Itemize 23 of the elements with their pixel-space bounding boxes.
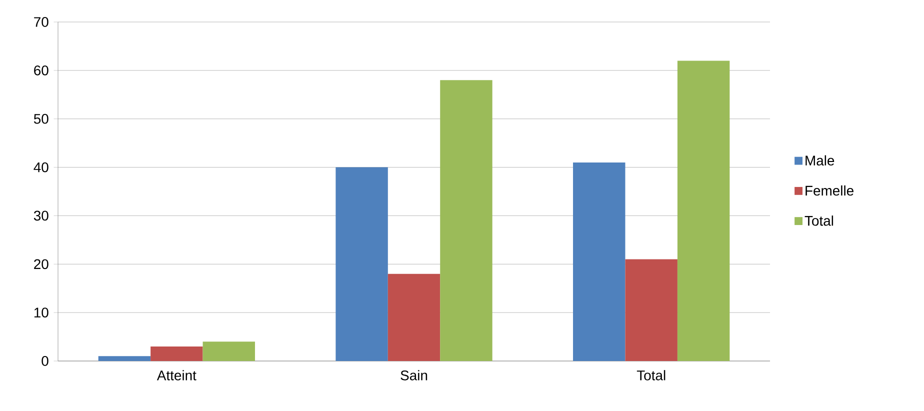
bar [677,60,730,361]
y-tick-label: 50 [34,114,48,124]
x-tick-label: Total [636,370,666,380]
y-tick-label: 30 [34,210,48,221]
legend-label: Total [804,216,834,226]
y-tick-label: 0 [42,356,48,366]
y-tick-label: 20 [34,259,48,270]
y-tick-label: 60 [34,65,48,76]
legend-label: Male [806,155,834,166]
bar [388,274,440,361]
legend-label: Femelle [806,185,854,196]
bar [202,342,255,361]
bar [625,259,678,361]
bar [336,167,388,361]
x-tick-label: Sain [400,370,428,380]
y-tick-label: 40 [34,162,48,172]
y-tick-label: 10 [34,308,48,318]
bar [440,80,492,361]
bar [573,162,626,361]
y-tick-label: 70 [34,17,48,27]
bar [98,356,151,361]
bar [150,346,203,361]
x-tick-label: Atteint [156,370,196,380]
